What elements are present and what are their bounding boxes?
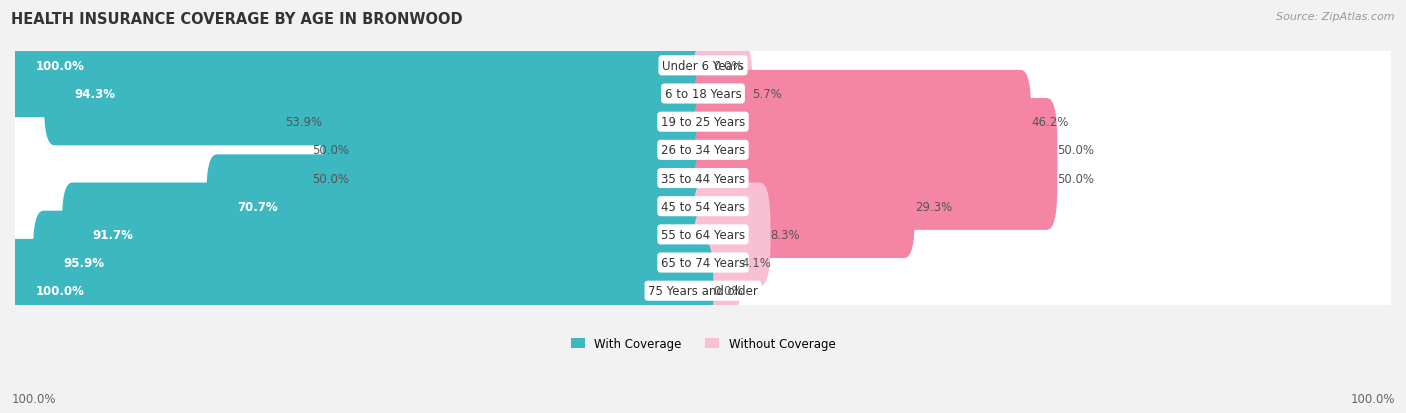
- Text: 91.7%: 91.7%: [93, 228, 134, 241]
- Text: 100.0%: 100.0%: [11, 392, 56, 405]
- Text: 50.0%: 50.0%: [1057, 172, 1094, 185]
- FancyBboxPatch shape: [693, 183, 770, 287]
- Text: 0.0%: 0.0%: [713, 285, 742, 297]
- FancyBboxPatch shape: [693, 71, 1031, 174]
- FancyBboxPatch shape: [349, 127, 713, 230]
- FancyBboxPatch shape: [44, 43, 713, 146]
- FancyBboxPatch shape: [693, 127, 1057, 230]
- FancyBboxPatch shape: [0, 180, 1406, 346]
- Text: 29.3%: 29.3%: [915, 200, 952, 213]
- FancyBboxPatch shape: [32, 211, 713, 315]
- Text: 50.0%: 50.0%: [312, 144, 349, 157]
- Legend: With Coverage, Without Coverage: With Coverage, Without Coverage: [565, 332, 841, 355]
- FancyBboxPatch shape: [693, 155, 915, 259]
- FancyBboxPatch shape: [0, 68, 1406, 233]
- Text: 26 to 34 Years: 26 to 34 Years: [661, 144, 745, 157]
- FancyBboxPatch shape: [0, 40, 1406, 205]
- FancyBboxPatch shape: [0, 152, 1406, 318]
- Text: 0.0%: 0.0%: [713, 60, 742, 73]
- FancyBboxPatch shape: [349, 99, 713, 202]
- FancyBboxPatch shape: [322, 71, 713, 174]
- Text: 50.0%: 50.0%: [312, 172, 349, 185]
- FancyBboxPatch shape: [0, 96, 1406, 261]
- Text: Under 6 Years: Under 6 Years: [662, 60, 744, 73]
- Text: 100.0%: 100.0%: [1350, 392, 1395, 405]
- FancyBboxPatch shape: [207, 155, 713, 259]
- Text: 8.3%: 8.3%: [770, 228, 800, 241]
- FancyBboxPatch shape: [4, 14, 713, 118]
- Text: HEALTH INSURANCE COVERAGE BY AGE IN BRONWOOD: HEALTH INSURANCE COVERAGE BY AGE IN BRON…: [11, 12, 463, 27]
- Text: 50.0%: 50.0%: [1057, 144, 1094, 157]
- Text: 100.0%: 100.0%: [35, 60, 84, 73]
- Text: 35 to 44 Years: 35 to 44 Years: [661, 172, 745, 185]
- Text: 6 to 18 Years: 6 to 18 Years: [665, 88, 741, 101]
- Text: 65 to 74 Years: 65 to 74 Years: [661, 256, 745, 269]
- Text: 75 Years and older: 75 Years and older: [648, 285, 758, 297]
- FancyBboxPatch shape: [693, 211, 741, 315]
- FancyBboxPatch shape: [693, 43, 752, 146]
- FancyBboxPatch shape: [0, 12, 1406, 177]
- Text: 46.2%: 46.2%: [1031, 116, 1069, 129]
- Text: 5.7%: 5.7%: [752, 88, 782, 101]
- FancyBboxPatch shape: [4, 239, 713, 343]
- FancyBboxPatch shape: [693, 99, 1057, 202]
- FancyBboxPatch shape: [0, 124, 1406, 290]
- FancyBboxPatch shape: [62, 183, 713, 287]
- Text: 70.7%: 70.7%: [238, 200, 278, 213]
- Text: 53.9%: 53.9%: [285, 116, 322, 129]
- FancyBboxPatch shape: [0, 209, 1406, 374]
- Text: 45 to 54 Years: 45 to 54 Years: [661, 200, 745, 213]
- Text: 95.9%: 95.9%: [63, 256, 105, 269]
- Text: 94.3%: 94.3%: [75, 88, 115, 101]
- Text: 4.1%: 4.1%: [741, 256, 772, 269]
- Text: 55 to 64 Years: 55 to 64 Years: [661, 228, 745, 241]
- FancyBboxPatch shape: [0, 0, 1406, 149]
- Text: 19 to 25 Years: 19 to 25 Years: [661, 116, 745, 129]
- Text: Source: ZipAtlas.com: Source: ZipAtlas.com: [1277, 12, 1395, 22]
- Text: 100.0%: 100.0%: [35, 285, 84, 297]
